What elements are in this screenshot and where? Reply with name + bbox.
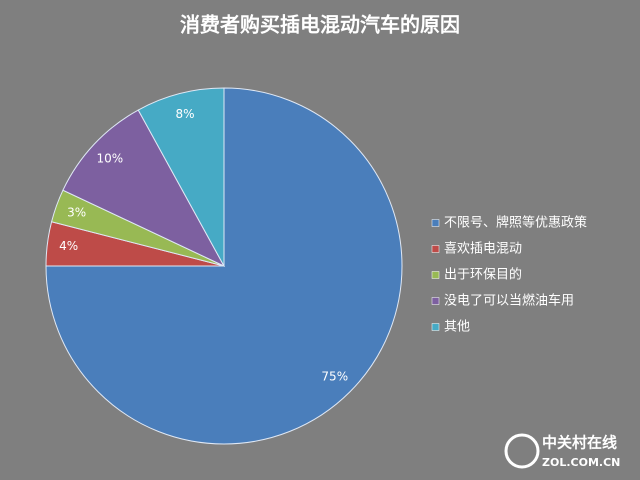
pie-slice: [45, 87, 403, 445]
legend-label: 其他: [444, 320, 470, 335]
data-label: 4%: [59, 239, 78, 253]
data-label: 3%: [67, 205, 86, 219]
watermark-logo: [504, 433, 540, 469]
legend-swatch: [431, 323, 440, 331]
data-label: 75%: [321, 369, 348, 383]
pie-slice: [62, 109, 226, 268]
chart-title: 消费者购买插电混动汽车的原因: [180, 13, 460, 37]
legend-label: 不限号、牌照等优惠政策: [444, 215, 587, 231]
watermark-url: ZOL.COM.CN: [542, 456, 620, 469]
legend-swatch: [431, 245, 440, 253]
legend-label: 出于环保目的: [444, 267, 522, 283]
legend-swatch: [431, 271, 440, 279]
data-label: 10%: [96, 151, 123, 165]
legend-swatch: [431, 297, 440, 305]
watermark-name: 中关村在线: [542, 434, 617, 452]
data-label: 8%: [176, 107, 195, 121]
legend-label: 没电了可以当燃油车用: [444, 293, 574, 309]
watermark: 中关村在线 ZOL.COM.CN: [504, 433, 620, 469]
legend-swatch: [431, 219, 440, 227]
pie-slice: [137, 87, 225, 267]
legend-label: 喜欢插电混动: [444, 242, 522, 257]
